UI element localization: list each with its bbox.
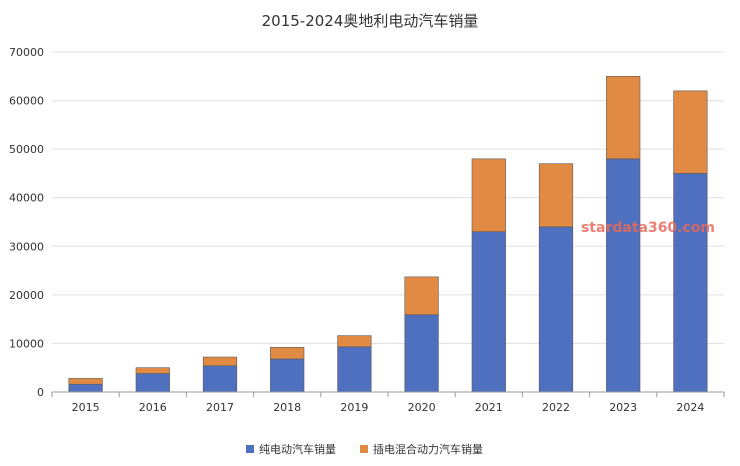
bar-phev-2020	[404, 276, 439, 316]
x-tick-label: 2020	[408, 401, 436, 414]
bar-phev-2019	[337, 335, 372, 348]
bar-phev-2017	[202, 356, 238, 367]
x-tick-label: 2016	[139, 401, 167, 414]
bar-phev-2023	[606, 75, 641, 160]
y-tick-label: 50000	[9, 143, 44, 156]
bar-phev-2015	[68, 378, 103, 385]
bars	[68, 75, 708, 393]
y-axis: 0 10000 20000 30000 40000 50000 60000 70000	[9, 46, 44, 399]
legend-label: 插电混合动力汽车销量	[373, 442, 483, 456]
chart-title: 2015-2024奥地利电动汽车销量	[262, 12, 479, 30]
y-tick-label: 20000	[9, 289, 44, 302]
bar-bev-2016	[135, 373, 170, 393]
bar-bev-2024	[673, 173, 708, 393]
gridlines	[52, 51, 724, 344]
x-tick-label: 2018	[273, 401, 301, 414]
bar-phev-2021	[471, 158, 506, 233]
y-tick-label: 40000	[9, 192, 44, 205]
bar-bev-2015	[68, 383, 103, 393]
y-tick-label: 70000	[9, 46, 44, 59]
y-tick-label: 60000	[9, 95, 44, 108]
bar-bev-2019	[337, 346, 372, 393]
legend-swatch	[360, 445, 368, 453]
x-axis: 2015 2016 2017 2018 2019 2020 2021 2022 2023 2024	[51, 391, 725, 414]
y-tick-label: 0	[37, 386, 44, 399]
bar-bev-2023	[606, 158, 641, 393]
bar-bev-2022	[538, 226, 574, 393]
legend-swatch	[246, 445, 254, 453]
bar-bev-2021	[471, 231, 506, 393]
legend: 纯电动汽车销量 插电混合动力汽车销量	[246, 442, 483, 456]
x-tick-label: 2015	[72, 401, 100, 414]
y-tick-label: 30000	[9, 240, 44, 253]
bar-bev-2018	[270, 358, 305, 393]
y-tick-label: 10000	[9, 337, 44, 350]
bar-phev-2022	[538, 163, 574, 228]
x-tick-label: 2024	[676, 401, 704, 414]
x-tick-label: 2017	[206, 401, 234, 414]
bar-phev-2018	[270, 347, 305, 360]
bar-bev-2017	[202, 365, 238, 393]
bar-bev-2020	[404, 314, 439, 393]
x-tick-label: 2019	[340, 401, 368, 414]
x-tick-label: 2022	[542, 401, 570, 414]
bar-phev-2024	[673, 90, 708, 174]
legend-label: 纯电动汽车销量	[259, 442, 336, 456]
x-tick-label: 2023	[609, 401, 637, 414]
x-tick-label: 2021	[475, 401, 503, 414]
watermark: stardata360.com	[581, 220, 715, 236]
bar-phev-2016	[135, 367, 170, 374]
